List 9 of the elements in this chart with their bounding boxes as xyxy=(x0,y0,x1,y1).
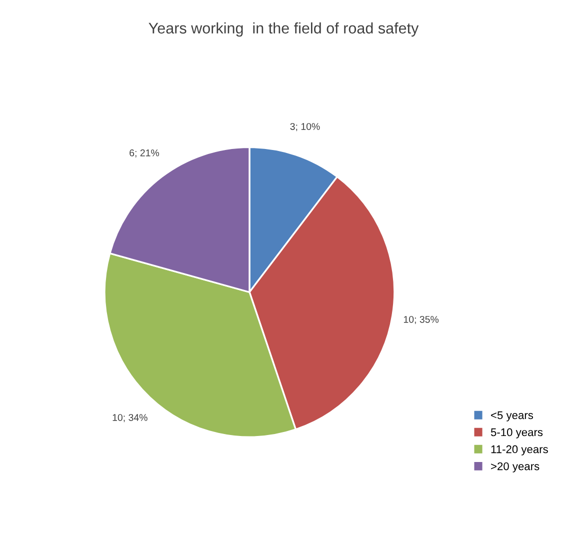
data-label: 6; 21% xyxy=(130,149,160,158)
legend-label: 11-20 years xyxy=(491,445,548,456)
data-label: 10; 34% xyxy=(112,414,148,422)
legend-label: <5 years xyxy=(491,411,534,422)
legend-label: 5-10 years xyxy=(490,428,543,438)
data-label: 3; 10% xyxy=(290,123,320,132)
chart-title: Years working in the field of road safety xyxy=(148,22,419,37)
data-label: 10; 35% xyxy=(404,316,439,324)
legend-label: >20 years xyxy=(491,462,540,472)
